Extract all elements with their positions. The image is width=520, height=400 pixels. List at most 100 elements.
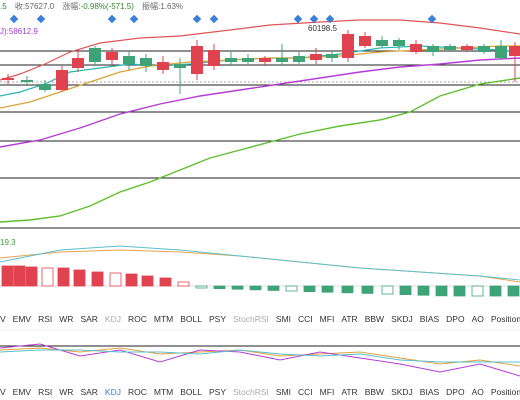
indicator-tabs-top: V EMV RSI WR SAR KDJ ROC MTM BOLL PSY StochRSI SMI C… [0, 312, 520, 326]
candle-body [427, 46, 439, 52]
top-tab-wr[interactable]: WR [59, 314, 74, 324]
kdj-j-line [0, 349, 520, 363]
macd-bar [381, 285, 394, 295]
top-tab-stochrsi[interactable]: StochRSI [233, 314, 269, 324]
top-tab-v[interactable]: V [0, 314, 6, 324]
top-tab-rsi[interactable]: RSI [38, 314, 53, 324]
top-tab-boll[interactable]: BOLL [180, 314, 202, 324]
candle-body [106, 52, 118, 60]
bottom-tab-v[interactable]: V [0, 387, 6, 397]
signal-marker-icon [325, 14, 335, 24]
top-tab-bias[interactable]: BIAS [419, 314, 440, 324]
bottom-tab-cci[interactable]: CCI [298, 387, 313, 397]
moving-average-label: J):58612.9 [0, 27, 38, 36]
candle-body [39, 84, 51, 90]
macd-bar [41, 267, 54, 287]
bottom-tab-skdj[interactable]: SKDJ [391, 387, 413, 397]
macd-bar [507, 285, 520, 297]
macd-bar [73, 269, 86, 287]
quote-header: .5 收:57627.0 涨幅:-0.98%(-571.5) 振幅:1.63% [0, 0, 520, 14]
top-tab-cci[interactable]: CCI [298, 314, 313, 324]
macd-bar [489, 285, 502, 297]
top-tab-ao[interactable]: AO [471, 314, 484, 324]
bottom-tab-stochrsi[interactable]: StochRSI [233, 387, 269, 397]
top-tab-position[interactable]: Position [490, 314, 520, 324]
signal-marker-icon [129, 14, 139, 24]
top-tab-smi[interactable]: SMI [275, 314, 292, 324]
bottom-tab-kdj[interactable]: KDJ [104, 387, 121, 397]
macd-bar [267, 285, 280, 291]
macd-bar [471, 285, 484, 297]
macd-bar [1, 265, 14, 287]
top-tab-dpo[interactable]: DPO [446, 314, 465, 324]
bottom-tab-bbw[interactable]: BBW [364, 387, 385, 397]
candle-body [444, 46, 456, 50]
bottom-tab-wr[interactable]: WR [59, 387, 74, 397]
amplitude-label: 振幅:1.63% [142, 2, 184, 11]
macd-bar [125, 273, 138, 287]
top-tab-emv[interactable]: EMV [12, 314, 32, 324]
candle-body [393, 40, 405, 46]
candle-body [509, 46, 520, 56]
signal-marker-icon [36, 14, 46, 24]
top-tab-mtm[interactable]: MTM [153, 314, 174, 324]
header-partial-value: .5 [0, 2, 7, 11]
bottom-tab-position[interactable]: Position [490, 387, 520, 397]
top-tab-sar[interactable]: SAR [80, 314, 98, 324]
candle-body [191, 46, 203, 74]
macd-bar [285, 285, 298, 292]
bottom-tab-psy[interactable]: PSY [208, 387, 226, 397]
macd-bar [109, 272, 122, 287]
macd-bar [435, 285, 448, 297]
bottom-tab-mfi[interactable]: MFI [319, 387, 335, 397]
bottom-tab-sar[interactable]: SAR [80, 387, 98, 397]
top-tab-psy[interactable]: PSY [208, 314, 226, 324]
macd-bar [91, 271, 104, 287]
macd-bar [13, 265, 26, 287]
bottom-tab-roc[interactable]: ROC [127, 387, 147, 397]
top-tab-skdj[interactable]: SKDJ [391, 314, 413, 324]
candle-body [140, 58, 152, 66]
macd-bar [303, 285, 316, 292]
bottom-tab-ao[interactable]: AO [471, 387, 484, 397]
candle-body [410, 44, 422, 52]
bottom-tab-emv[interactable]: EMV [12, 387, 32, 397]
top-tab-kdj[interactable]: KDJ [104, 314, 121, 324]
top-tab-roc[interactable]: ROC [127, 314, 147, 324]
close-label: 收:57627.0 [14, 2, 55, 11]
signal-marker-icon [107, 14, 117, 24]
macd-bar [159, 277, 172, 287]
candle-body [56, 70, 68, 90]
bottom-tab-mtm[interactable]: MTM [153, 387, 174, 397]
candle-body [376, 40, 388, 46]
candle-body [72, 58, 84, 68]
macd-bar [25, 266, 38, 287]
macd-value-label: 19.3 [0, 238, 16, 247]
candle-body [293, 56, 305, 62]
bottom-tab-dpo[interactable]: DPO [446, 387, 465, 397]
signal-marker-icon [427, 14, 437, 24]
candle-body [310, 54, 322, 60]
bottom-tab-boll[interactable]: BOLL [180, 387, 202, 397]
kdj-k-line [0, 347, 520, 367]
candle-body [242, 58, 254, 62]
top-tab-mfi[interactable]: MFI [319, 314, 335, 324]
macd-bar [57, 267, 70, 287]
bottom-tab-smi[interactable]: SMI [275, 387, 292, 397]
candle-body [495, 46, 507, 58]
top-tab-atr[interactable]: ATR [341, 314, 358, 324]
bottom-tab-rsi[interactable]: RSI [38, 387, 53, 397]
top-tab-bbw[interactable]: BBW [364, 314, 385, 324]
candle-body [2, 78, 14, 80]
candle-body [461, 46, 473, 50]
candle-body [225, 58, 237, 62]
candle-body [208, 50, 220, 66]
bottom-tab-atr[interactable]: ATR [341, 387, 358, 397]
indicator-tabs-bottom: V EMV RSI WR SAR KDJ ROC MTM BOLL PSY StochRSI SMI C… [0, 385, 520, 399]
macd-bar [195, 285, 208, 289]
candle-body [89, 48, 101, 62]
bottom-tab-bias[interactable]: BIAS [419, 387, 440, 397]
signal-marker-icon [309, 14, 319, 24]
